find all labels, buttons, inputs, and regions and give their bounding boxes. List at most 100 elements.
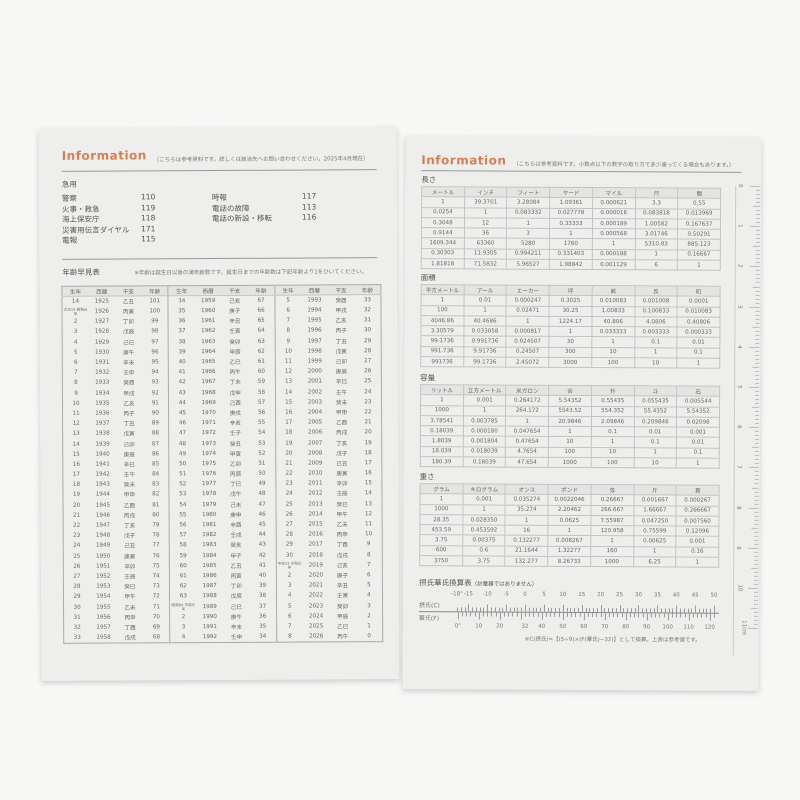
ruler-tick — [751, 527, 759, 529]
birth-era-year: 3 — [276, 580, 303, 591]
table-cell: 0.001804 — [463, 436, 506, 447]
ruler-label: 10 — [736, 584, 743, 592]
celsius-tick — [593, 608, 595, 613]
celsius-tick — [672, 608, 674, 613]
zodiac: 壬午 — [123, 472, 135, 479]
zodiac: 辛未 — [123, 360, 135, 367]
celsius-tick — [460, 607, 462, 612]
celsius-tick-label: 50 — [710, 592, 718, 599]
zodiac: 癸卯 — [337, 603, 349, 610]
age: 20 — [364, 429, 372, 436]
table-cell: 47.654 — [505, 457, 549, 468]
table-cell: 0.16 — [675, 546, 719, 558]
celsius-tick — [581, 605, 583, 613]
table-cell: 1 — [548, 426, 592, 438]
table-cell: 885.123 — [677, 239, 721, 251]
age: 46 — [258, 511, 266, 518]
birth-era-year: 39 — [168, 346, 196, 358]
age: 84 — [152, 471, 160, 478]
ruler-tick — [755, 378, 760, 380]
emergency-item-number: 115 — [141, 234, 156, 244]
age: 0 — [367, 633, 371, 640]
age: 42 — [258, 552, 266, 559]
table-cell: 0.0625 — [548, 515, 591, 526]
temperature-subnote: （計量器ではありません） — [471, 581, 538, 588]
zodiac: 丁亥 — [123, 523, 136, 530]
column-header: 干支 — [115, 285, 142, 297]
zodiac: 甲申 — [336, 410, 348, 417]
celsius-tick — [483, 607, 485, 612]
ruler-tick — [754, 459, 759, 461]
western-year: 1966 — [201, 369, 216, 376]
table-cell: 0.24507 — [506, 346, 549, 358]
age-table: 生年 西暦 干支 年齢 生年 西暦 干支 年齢 生年 西暦 干支 年齢 14 1925 乙丑 101 34 195… — [61, 284, 384, 644]
western-year: 1938 — [95, 430, 110, 437]
column-header: 間 — [677, 187, 721, 199]
celsius-tick — [664, 608, 666, 613]
table-cell: 1 — [675, 557, 719, 568]
conversion-heading: 長さ — [421, 175, 437, 185]
western-year: 1978 — [202, 491, 217, 498]
table-cell: 1 — [634, 249, 678, 261]
table-cell: 0.47654 — [505, 436, 549, 448]
birth-era-year: 32 — [73, 624, 81, 631]
western-year: 1941 — [95, 461, 110, 468]
zodiac: 戊戌 — [336, 552, 348, 559]
table-cell: 1609.344 — [421, 238, 465, 249]
table-cell: 0.18039 — [462, 456, 506, 468]
celsius-tick — [589, 608, 591, 613]
age: 3 — [367, 602, 371, 609]
table-cell: 1 — [505, 415, 549, 427]
fahrenheit-tick — [575, 612, 577, 617]
table-cell: 3.75 — [419, 535, 463, 546]
age: 89 — [151, 420, 159, 427]
column-header: 石 — [676, 385, 720, 397]
birth-era-year: 23 — [275, 478, 303, 490]
divider — [61, 169, 377, 172]
zodiac: 己亥 — [336, 563, 349, 570]
table-cell: 1 — [633, 546, 677, 558]
ruler-label: 7 — [735, 465, 742, 469]
zodiac: 壬申 — [230, 634, 243, 641]
table-cell: 0.000016 — [592, 208, 636, 219]
western-year: 1944 — [95, 492, 110, 499]
birth-era-year: 2 — [169, 611, 197, 623]
zodiac: 庚子 — [229, 308, 241, 316]
western-year: 2013 — [308, 501, 323, 508]
age: 88 — [151, 430, 159, 437]
table-cell: 0.3048 — [421, 217, 465, 229]
celsius-tick — [649, 608, 651, 613]
table-cell: 99.1736 — [420, 336, 464, 347]
column-header: 干支 — [327, 284, 355, 296]
table-cell: 0.018039 — [462, 446, 506, 458]
fahrenheit-tick — [646, 613, 648, 621]
western-year: 1946 — [95, 512, 111, 519]
table-cell: 3 — [506, 228, 550, 239]
age: 40 — [258, 572, 267, 579]
table-cell: 0.26667 — [590, 494, 634, 506]
column-header: マイル — [592, 187, 636, 199]
birth-era-year: 41 — [168, 367, 196, 378]
ruler-tick — [755, 238, 760, 240]
western-year: 1999 — [307, 358, 322, 365]
column-header: 匁 — [590, 484, 634, 496]
birth-era-year: 29 — [275, 539, 303, 551]
fahrenheit-tick — [566, 612, 568, 617]
age: 28 — [364, 348, 372, 355]
age: 58 — [257, 389, 266, 396]
ruler-tick — [754, 443, 759, 445]
table-cell: 0.0254 — [421, 207, 465, 218]
birth-era-year: 25 — [73, 553, 81, 560]
birth-era-year: 48 — [168, 438, 196, 449]
age: 59 — [257, 379, 266, 386]
table-cell: 10 — [548, 436, 592, 448]
ruler-tick — [754, 463, 759, 465]
ruler-tick — [754, 455, 759, 457]
column-header: 西暦 — [88, 286, 116, 297]
zodiac: 乙酉 — [123, 503, 136, 510]
table-cell: 0.209846 — [633, 416, 677, 428]
fahrenheit-tick — [474, 612, 476, 617]
celsius-tick — [698, 608, 700, 613]
age: 50 — [258, 470, 266, 477]
age: 2 — [367, 612, 371, 619]
